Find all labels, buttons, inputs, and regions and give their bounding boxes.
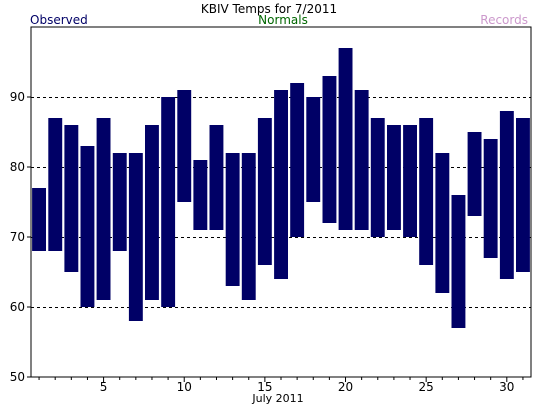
x-tick-label-5: 5 [100, 380, 108, 394]
bar-day-3 [64, 125, 79, 272]
bar-day-15 [257, 118, 272, 265]
x-tick-label-25: 25 [419, 380, 434, 394]
bar-day-14 [241, 153, 256, 300]
bar-day-23 [387, 125, 401, 230]
chart-title: KBIV Temps for 7/2011 [201, 2, 337, 16]
bar-day-27 [451, 195, 466, 328]
x-tick-label-10: 10 [177, 380, 192, 394]
bar-day-18 [306, 97, 321, 202]
legend-observed: Observed [30, 13, 88, 27]
bar-day-2 [48, 118, 63, 251]
bar-day-11 [193, 160, 208, 230]
bar-day-4 [80, 146, 95, 307]
bar-day-22 [370, 118, 385, 237]
bar-day-20 [338, 48, 353, 230]
bar-day-12 [209, 125, 224, 230]
bar-day-7 [128, 153, 143, 321]
bar-day-28 [467, 132, 482, 216]
y-tick-label-70: 70 [10, 230, 25, 244]
bar-day-17 [290, 83, 305, 237]
bar-day-16 [274, 90, 288, 279]
y-tick-label-50: 50 [10, 370, 25, 384]
bar-day-9 [161, 97, 176, 307]
y-tick-label-60: 60 [10, 300, 25, 314]
bar-day-30 [499, 111, 514, 279]
bar-day-25 [419, 118, 434, 265]
bars [32, 48, 530, 328]
x-tick-label-20: 20 [338, 380, 353, 394]
bar-day-29 [483, 139, 498, 258]
bar-day-24 [403, 125, 417, 237]
bar-day-8 [145, 125, 159, 300]
bar-day-26 [435, 153, 450, 293]
x-tick-label-30: 30 [499, 380, 514, 394]
bar-day-21 [354, 90, 369, 230]
bar-day-5 [96, 118, 111, 300]
bar-day-10 [177, 90, 192, 202]
y-axis: 50 60 70 80 90 [10, 90, 31, 384]
x-axis-label: July 2011 [251, 392, 303, 405]
y-tick-label-90: 90 [10, 90, 25, 104]
x-axis: 5 10 15 20 25 30 [38, 377, 524, 394]
bar-day-6 [112, 153, 127, 251]
y-tick-label-80: 80 [10, 160, 25, 174]
legend-records: Records [480, 13, 528, 27]
bar-day-19 [322, 76, 337, 223]
bar-day-1 [32, 188, 46, 251]
x-tick-label-15: 15 [257, 380, 272, 394]
legend-normals: Normals [258, 13, 308, 27]
bar-day-31 [516, 118, 530, 272]
bar-day-13 [225, 153, 240, 286]
